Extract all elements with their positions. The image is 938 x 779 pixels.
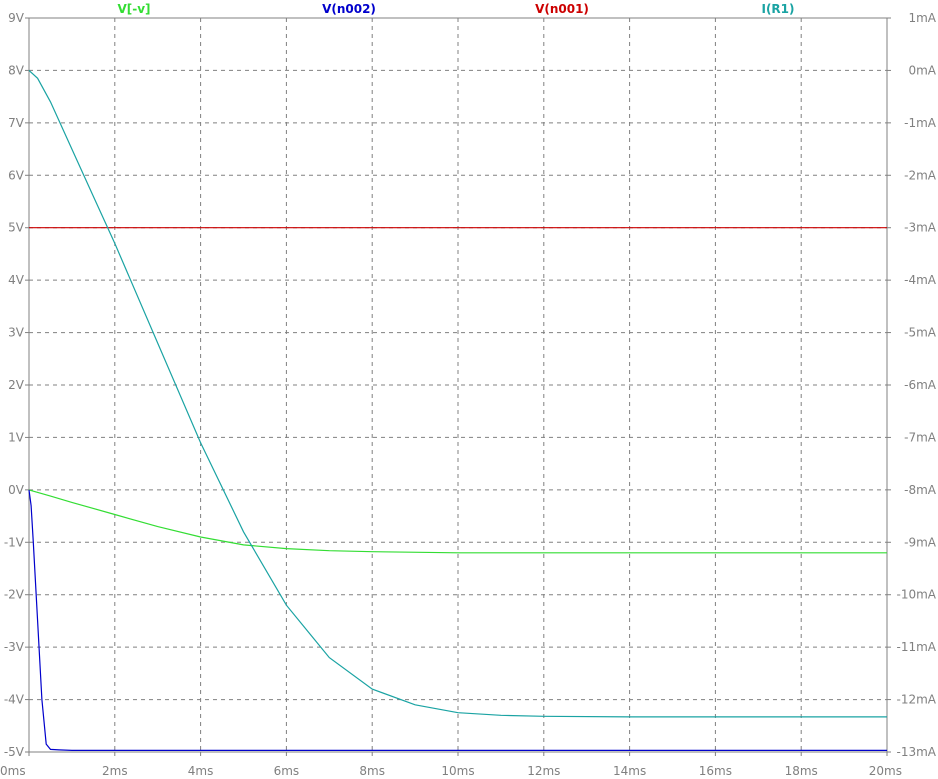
y-right-tick-label: 0mA <box>908 63 936 77</box>
x-tick-label: 8ms <box>359 764 385 778</box>
series-line-v-v <box>28 489 887 554</box>
grid-lines <box>29 18 887 752</box>
y-left-tick-label: 6V <box>8 168 25 182</box>
y-left-tick-label: -1V <box>4 535 25 549</box>
y-right-tick-label: 1mA <box>908 11 936 25</box>
x-tick-label: 6ms <box>274 764 300 778</box>
x-tick-label: 12ms <box>527 764 560 778</box>
x-tick-label: 14ms <box>613 764 646 778</box>
y-left-tick-label: 4V <box>8 273 25 287</box>
y-left-tick-label: 9V <box>8 11 25 25</box>
y-left-tick-label: 5V <box>8 221 25 235</box>
y-right-tick-label: -9mA <box>904 535 937 549</box>
y-left-tick-label: 3V <box>8 326 25 340</box>
y-right-tick-label: -13mA <box>897 745 937 759</box>
y-right-tick-label: -6mA <box>904 378 937 392</box>
y-left-tick-label: 1V <box>8 430 25 444</box>
x-tick-label: 16ms <box>699 764 732 778</box>
legend-label: V[-v] <box>117 2 150 16</box>
y-left-tick-label: 2V <box>8 378 25 392</box>
y-right-tick-label: -11mA <box>897 640 937 654</box>
y-left-tick-labels: 9V 8V 7V 6V 5V 4V 3V 2V 1V 0V -1V -2V -3V -4V -5V <box>4 11 29 759</box>
x-tick-label: 4ms <box>188 764 214 778</box>
y-right-tick-label: -12mA <box>897 693 937 707</box>
y-left-tick-label: -2V <box>4 588 25 602</box>
series-lines <box>28 69 887 752</box>
series-line-i-r1 <box>28 69 887 718</box>
legend-label: V(n001) <box>535 2 589 16</box>
legend-label: V(n002) <box>322 2 376 16</box>
y-right-tick-label: -10mA <box>897 588 937 602</box>
y-right-tick-label: -4mA <box>904 273 937 287</box>
y-left-tick-label: -5V <box>4 745 25 759</box>
x-tick-label: 20ms <box>869 764 902 778</box>
y-right-tick-labels: 1mA 0mA -1mA -2mA -3mA -4mA -5mA -6mA -7mA -8mA -9… <box>887 11 937 759</box>
x-tick-label: 0ms <box>0 764 26 778</box>
y-left-tick-label: -3V <box>4 640 25 654</box>
x-tick-label: 10ms <box>441 764 474 778</box>
y-right-tick-label: -1mA <box>904 116 937 130</box>
x-tick-label: 2ms <box>102 764 128 778</box>
legend: V[-v] V(n002) V(n001) I(R1) <box>117 2 794 16</box>
y-left-tick-label: 7V <box>8 116 25 130</box>
series-line-v-n002 <box>28 489 887 752</box>
y-right-tick-label: -8mA <box>904 483 937 497</box>
legend-label: I(R1) <box>761 2 794 16</box>
y-right-tick-label: -3mA <box>904 221 937 235</box>
y-left-tick-label: 8V <box>8 63 25 77</box>
y-left-tick-label: -4V <box>4 693 25 707</box>
y-right-tick-label: -7mA <box>904 430 937 444</box>
x-tick-labels: 0ms 2ms 4ms 6ms 8ms 10ms 12ms 14ms 16ms 18ms 20ms <box>0 752 902 778</box>
y-left-tick-label: 0V <box>8 483 25 497</box>
x-tick-label: 18ms <box>785 764 818 778</box>
y-right-tick-label: -2mA <box>904 168 937 182</box>
y-right-tick-label: -5mA <box>904 326 937 340</box>
